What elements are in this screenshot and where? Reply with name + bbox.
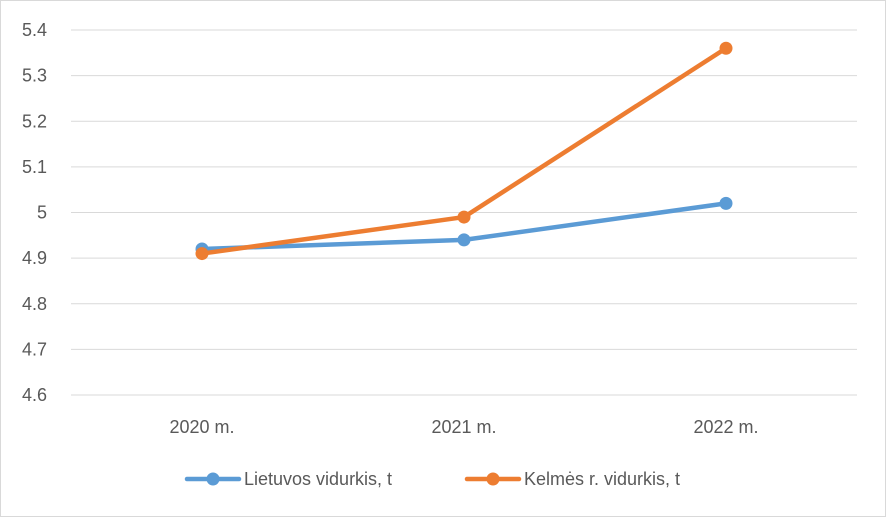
y-tick-label: 5.3: [22, 66, 47, 86]
x-tick-label: 2021 m.: [431, 417, 496, 437]
x-axis-tick-labels: 2020 m. 2021 m. 2022 m.: [169, 417, 758, 437]
data-point: [457, 233, 471, 247]
legend-item: Lietuvos vidurkis, t: [184, 469, 392, 489]
y-axis-tick-labels: 4.6 4.7 4.8 4.9 5 5.1 5.2 5.3 5.4: [22, 20, 47, 405]
y-tick-label: 4.7: [22, 339, 47, 359]
series-layer: [195, 41, 733, 261]
data-point: [719, 41, 733, 55]
y-tick-label: 4.9: [22, 248, 47, 268]
legend: Lietuvos vidurkis, t Kelmės r. vidurkis, …: [184, 469, 680, 489]
data-point: [719, 196, 733, 210]
series-1: [195, 196, 733, 256]
x-tick-label: 2020 m.: [169, 417, 234, 437]
legend-marker: [486, 472, 500, 486]
legend-marker: [206, 472, 220, 486]
x-tick-label: 2022 m.: [693, 417, 758, 437]
y-tick-label: 4.6: [22, 385, 47, 405]
series-2: [195, 41, 733, 261]
data-point: [457, 210, 471, 224]
y-tick-label: 5.1: [22, 157, 47, 177]
legend-item: Kelmės r. vidurkis, t: [464, 469, 680, 489]
legend-label: Lietuvos vidurkis, t: [244, 469, 392, 489]
legend-label: Kelmės r. vidurkis, t: [524, 469, 680, 489]
y-tick-label: 5.2: [22, 111, 47, 131]
y-tick-label: 5.4: [22, 20, 47, 40]
y-tick-label: 4.8: [22, 294, 47, 314]
y-tick-label: 5: [37, 203, 47, 223]
data-point: [195, 247, 209, 261]
